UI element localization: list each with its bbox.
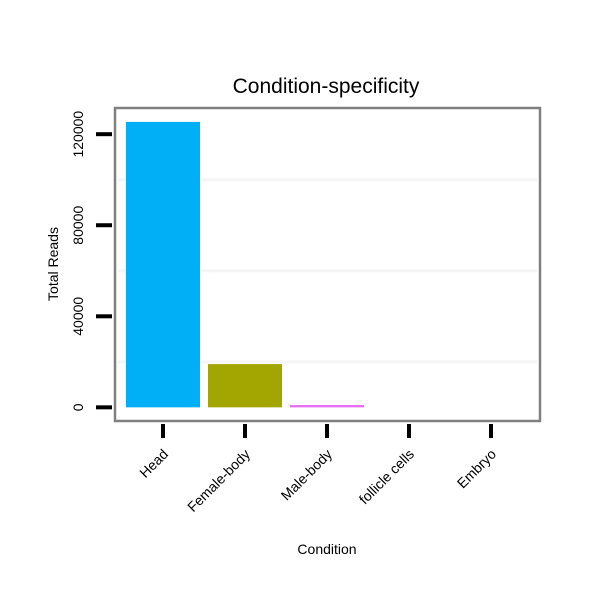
x-tick-label: Embryo bbox=[454, 446, 500, 492]
plot-border bbox=[113, 106, 542, 423]
x-tick-label: Female-body bbox=[184, 446, 253, 515]
y-tick-label: 0 bbox=[70, 403, 86, 411]
y-tick-label: 120000 bbox=[70, 111, 86, 158]
y-axis-label: Total Reads bbox=[45, 227, 61, 301]
bar-female-body bbox=[208, 364, 282, 408]
y-tick-label: 40000 bbox=[70, 297, 86, 336]
x-axis-label: Condition bbox=[297, 541, 356, 557]
chart-title: Condition-specificity bbox=[233, 75, 420, 98]
x-tick-label: Male-body bbox=[278, 446, 336, 504]
bar-male-body bbox=[290, 405, 364, 408]
y-tick-label: 80000 bbox=[70, 206, 86, 245]
bar-head bbox=[126, 121, 200, 408]
x-tick-label: Head bbox=[136, 446, 171, 481]
x-tick-label: follicle cells bbox=[356, 446, 417, 507]
